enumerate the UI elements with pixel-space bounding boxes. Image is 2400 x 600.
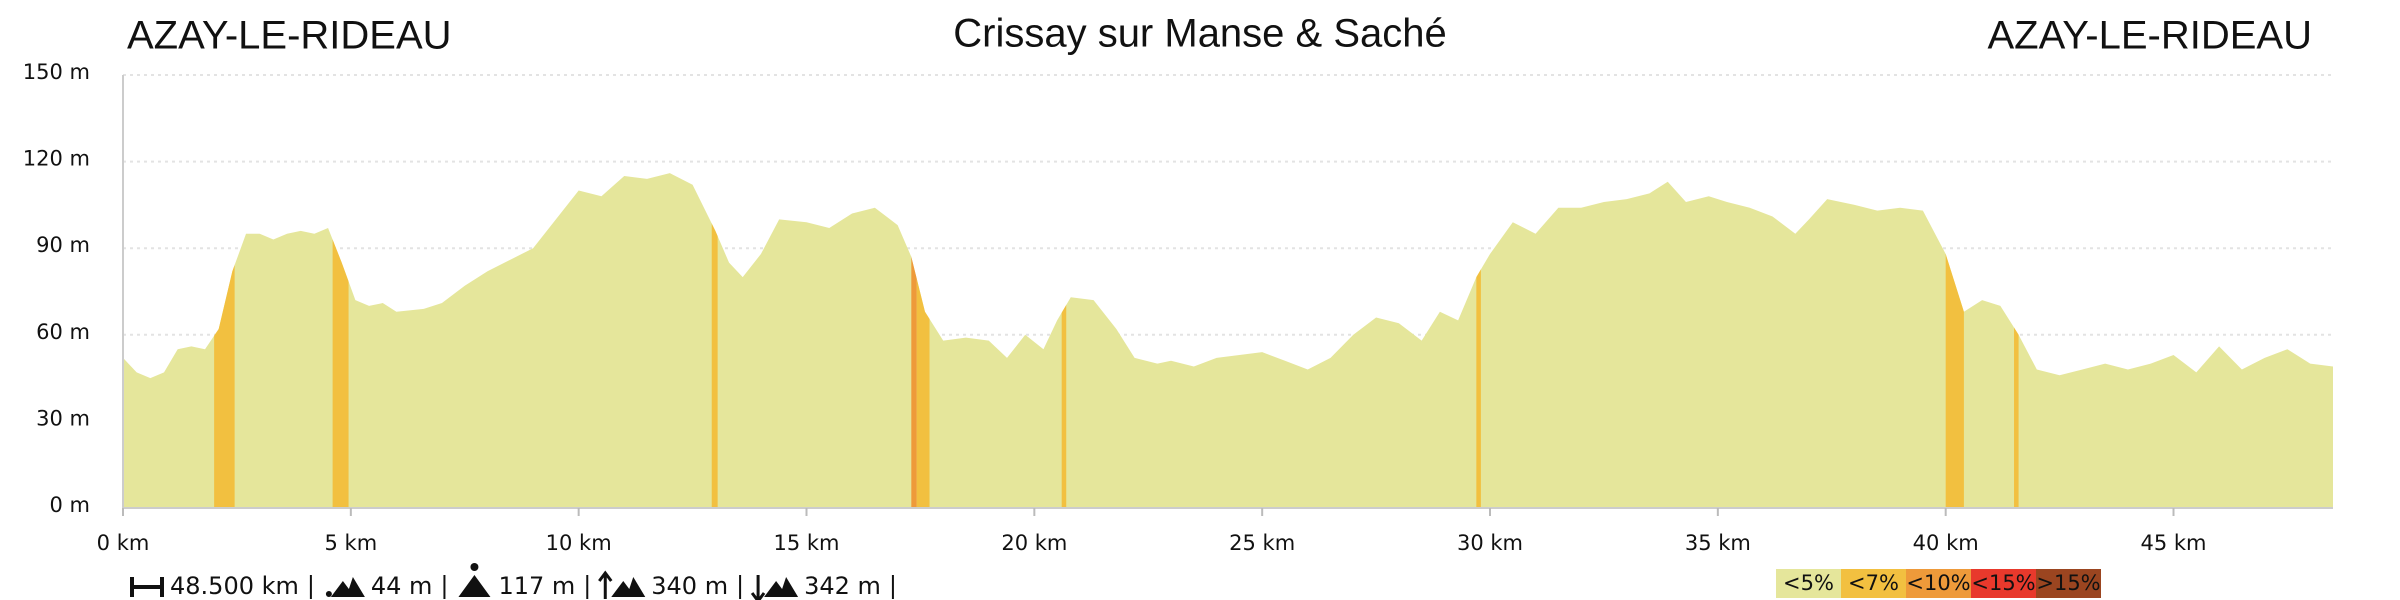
icon-shape xyxy=(325,591,332,597)
legend-swatch xyxy=(2036,569,2101,598)
steep-segment xyxy=(711,173,718,508)
stat-icon xyxy=(750,575,799,600)
legend-swatch xyxy=(1906,569,1971,598)
x-tick-label: 45 km xyxy=(2141,531,2207,555)
stat-value: 117 m xyxy=(498,572,575,600)
legend-swatch xyxy=(1841,569,1906,598)
y-tick-label: 0 m xyxy=(50,493,91,517)
icon-shape xyxy=(598,570,613,599)
stat-value: 44 m xyxy=(371,572,433,600)
steep-segment xyxy=(2014,173,2019,508)
icon-shape xyxy=(611,577,646,597)
legend-label: <7% xyxy=(1848,571,1899,595)
x-tick-label: 30 km xyxy=(1457,531,1523,555)
icon-shape xyxy=(458,575,491,597)
stat-icon xyxy=(598,570,646,599)
legend-label: <15% xyxy=(1971,571,2035,595)
x-tick-label: 35 km xyxy=(1685,531,1751,555)
stat-icon xyxy=(458,563,491,597)
legend-swatch xyxy=(1776,569,1841,598)
chart-title: Crissay sur Manse & Saché xyxy=(953,12,1447,56)
icon-shape xyxy=(750,575,766,600)
legend-label: >15% xyxy=(2036,571,2100,595)
icon-shape xyxy=(764,577,799,597)
steep-segment xyxy=(911,173,917,508)
icon-shape xyxy=(470,563,479,571)
legend-swatch xyxy=(1971,569,2036,598)
steep-segment xyxy=(214,173,235,508)
y-tick-label: 30 m xyxy=(36,406,90,430)
stat-value: 342 m xyxy=(804,572,881,600)
elevation-area xyxy=(123,173,2333,508)
stat-icon xyxy=(130,577,164,597)
icon-shape xyxy=(130,577,164,597)
stat-value: 48.500 km xyxy=(170,572,299,600)
y-tick-label: 90 m xyxy=(36,233,90,257)
y-tick-label: 150 m xyxy=(23,60,90,84)
y-tick-label: 60 m xyxy=(36,320,90,344)
icon-shape xyxy=(330,577,365,597)
steep-segment xyxy=(332,173,349,508)
stat-value: 340 m xyxy=(651,572,728,600)
steep-segment xyxy=(1476,173,1481,508)
steep-segment xyxy=(1061,173,1067,508)
x-tick-label: 0 km xyxy=(97,531,150,555)
x-tick-label: 25 km xyxy=(1229,531,1295,555)
legend-label: <5% xyxy=(1783,571,1834,595)
x-tick-label: 5 km xyxy=(325,531,378,555)
end-label: AZAY-LE-RIDEAU xyxy=(1987,14,2312,58)
steep-segment xyxy=(916,173,930,508)
x-tick-label: 15 km xyxy=(773,531,839,555)
x-tick-label: 40 km xyxy=(1913,531,1979,555)
x-tick-label: 20 km xyxy=(1001,531,1067,555)
legend-label: <10% xyxy=(1906,571,1970,595)
start-label: AZAY-LE-RIDEAU xyxy=(127,14,452,58)
steep-segment xyxy=(1945,173,1964,508)
x-tick-label: 10 km xyxy=(546,531,612,555)
y-tick-label: 120 m xyxy=(23,147,90,171)
stat-icon xyxy=(325,577,365,597)
